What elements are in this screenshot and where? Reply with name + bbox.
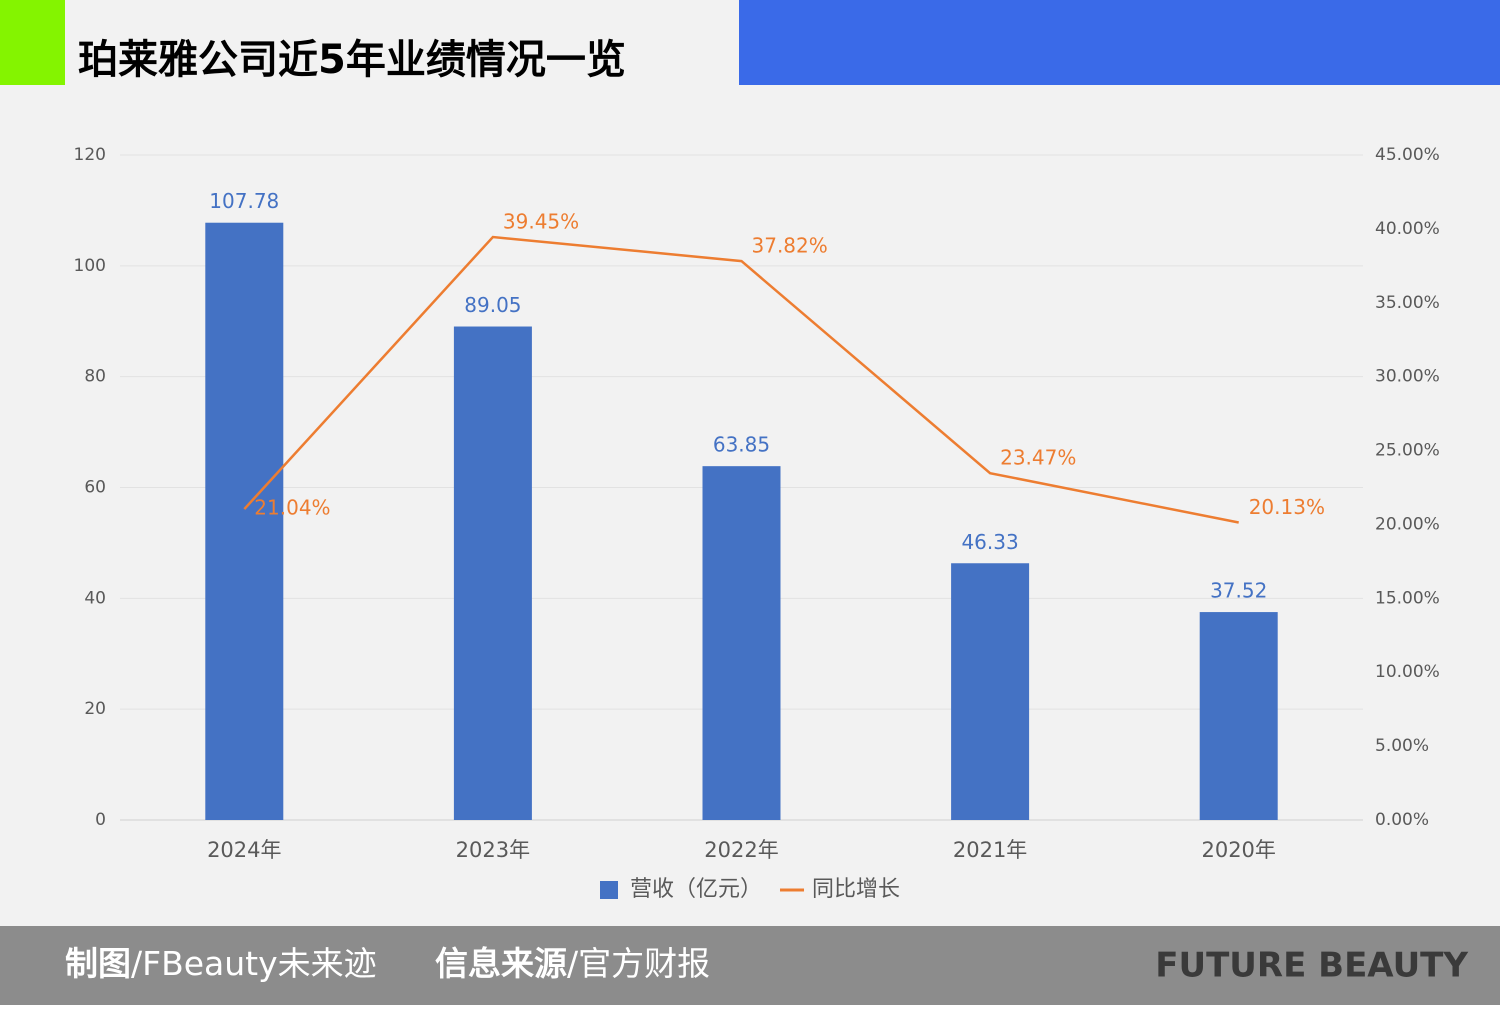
line-value-label: 23.47% [1000, 446, 1076, 470]
x-tick-label: 2023年 [456, 838, 530, 862]
chart-title: 珀莱雅公司近5年业绩情况一览 [78, 37, 626, 83]
y2-tick-label: 0.00% [1375, 810, 1429, 830]
legend-label: 同比增长 [812, 877, 900, 902]
y2-tick-label: 40.00% [1375, 219, 1440, 239]
line-value-label: 37.82% [752, 234, 828, 258]
y2-tick-label: 35.00% [1375, 293, 1440, 313]
bar [951, 563, 1030, 820]
y-tick-label: 40 [84, 588, 106, 608]
bar-value-label: 89.05 [464, 293, 521, 317]
footer-maker: 制图/FBeauty未来迹 [65, 944, 377, 983]
y-tick-label: 80 [84, 367, 106, 387]
accent-block [0, 0, 65, 85]
bar-value-label: 107.78 [209, 189, 279, 213]
y2-tick-label: 45.00% [1375, 145, 1440, 165]
bar-value-label: 63.85 [713, 433, 770, 457]
footer-source: 信息来源/官方财报 [435, 944, 710, 983]
y-tick-label: 60 [84, 478, 106, 498]
line-value-label: 20.13% [1249, 495, 1325, 519]
x-tick-label: 2020年 [1201, 838, 1275, 862]
line-value-label: 21.04% [254, 496, 330, 520]
footer-source-label: 信息来源 [435, 944, 567, 983]
y2-tick-label: 10.00% [1375, 662, 1440, 682]
footer-source-text: /官方财报 [567, 944, 710, 983]
bar-value-label: 46.33 [961, 530, 1018, 554]
y-tick-label: 120 [74, 145, 106, 165]
legend-label: 营收（亿元） [630, 877, 762, 902]
legend-swatch [600, 881, 618, 899]
bar-value-label: 37.52 [1210, 579, 1267, 603]
y2-tick-label: 5.00% [1375, 736, 1429, 756]
y2-tick-label: 15.00% [1375, 588, 1440, 608]
y-tick-label: 20 [84, 699, 106, 719]
y2-tick-label: 20.00% [1375, 514, 1440, 534]
y-tick-label: 0 [95, 810, 106, 830]
y-tick-label: 100 [74, 256, 106, 276]
bar [453, 326, 532, 820]
y2-tick-label: 25.00% [1375, 441, 1440, 461]
bar [702, 466, 781, 820]
bar [1199, 612, 1278, 820]
bar [205, 222, 284, 820]
header-bar [739, 0, 1500, 85]
footer-bar [0, 926, 1500, 1005]
y2-tick-label: 30.00% [1375, 367, 1440, 387]
x-tick-label: 2024年 [207, 838, 281, 862]
x-tick-label: 2021年 [953, 838, 1027, 862]
footer-brand: FUTURE BEAUTY [1155, 946, 1468, 986]
line [243, 235, 1239, 524]
x-tick-label: 2022年 [704, 838, 778, 862]
line-value-label: 39.45% [503, 210, 579, 234]
footer-maker-text: /FBeauty未来迹 [131, 944, 377, 983]
footer-maker-label: 制图 [65, 944, 131, 983]
